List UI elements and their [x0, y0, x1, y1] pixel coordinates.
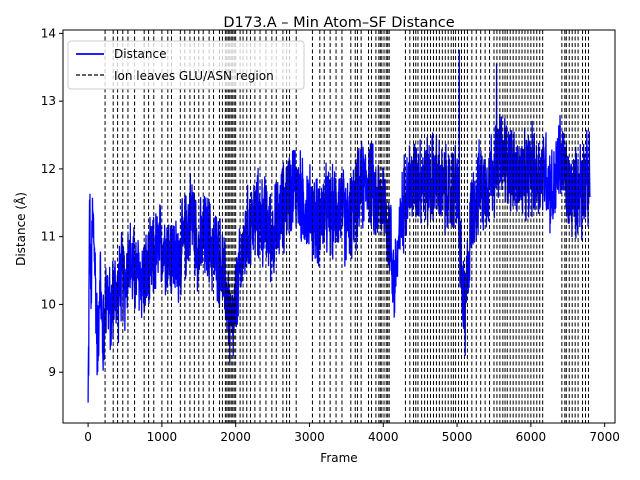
- legend-label-distance: Distance: [114, 47, 166, 61]
- legend: Distance Ion leaves GLU/ASN region: [67, 40, 305, 90]
- x-axis: 0 1000 2000 3000 4000 5000 6000 7000: [84, 423, 620, 444]
- chart-title: D173.A – Min Atom–SF Distance: [223, 15, 454, 31]
- legend-box: [67, 40, 305, 90]
- y-axis: 9 10 11 12 13 14: [41, 26, 63, 379]
- x-tick-label: 4000: [368, 430, 399, 444]
- x-tick-label: 6000: [516, 430, 547, 444]
- y-axis-label: Distance (Å): [13, 192, 28, 266]
- x-tick-label: 3000: [294, 430, 325, 444]
- y-tick-label: 11: [41, 230, 56, 244]
- y-tick-label: 13: [41, 94, 56, 108]
- legend-label-ion-leaves: Ion leaves GLU/ASN region: [114, 69, 274, 83]
- distance-series-line: [87, 49, 591, 403]
- x-tick-label: 5000: [442, 430, 473, 444]
- y-tick-label: 12: [41, 162, 56, 176]
- x-tick-label: 2000: [220, 430, 251, 444]
- plot-area: [87, 30, 591, 423]
- x-tick-label: 1000: [147, 430, 178, 444]
- y-tick-label: 9: [48, 365, 56, 379]
- axes-frame: [62, 29, 616, 424]
- y-tick-label: 10: [41, 297, 56, 311]
- y-tick-label: 14: [41, 26, 56, 40]
- x-tick-label: 7000: [589, 430, 620, 444]
- x-tick-label: 0: [84, 430, 92, 444]
- x-axis-label: Frame: [320, 451, 357, 465]
